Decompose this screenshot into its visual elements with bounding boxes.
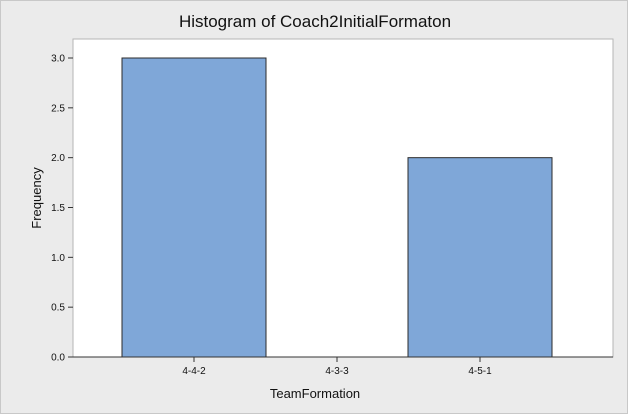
y-axis-label: Frequency [29, 167, 44, 229]
y-tick-label-3.0: 3.0 [51, 54, 65, 65]
x-tick-label-4-5-1: 4-5-1 [468, 366, 492, 377]
y-tick-label-0.0: 0.0 [51, 353, 65, 364]
x-tick-label-4-4-2: 4-4-2 [182, 366, 206, 377]
y-tick-label-1.5: 1.5 [51, 203, 65, 214]
y-tick-label-2.5: 2.5 [51, 103, 65, 114]
bars-group [121, 57, 553, 358]
y-tick-label-1.0: 1.0 [51, 253, 65, 264]
bar-4-5-1 [407, 157, 553, 358]
x-axis-label: TeamFormation [270, 386, 360, 401]
x-tick-label-4-3-3: 4-3-3 [325, 366, 349, 377]
y-tick-label-0.5: 0.5 [51, 303, 65, 314]
chart-title: Histogram of Coach2InitialFormaton [179, 12, 451, 31]
x-axis: 4-4-2 4-3-3 4-5-1 [73, 356, 613, 377]
y-tick-label-2.0: 2.0 [51, 153, 65, 164]
y-axis: 0.0 0.5 1.0 1.5 2.0 2.5 3.0 [51, 54, 73, 364]
bar-4-4-2 [121, 57, 267, 358]
